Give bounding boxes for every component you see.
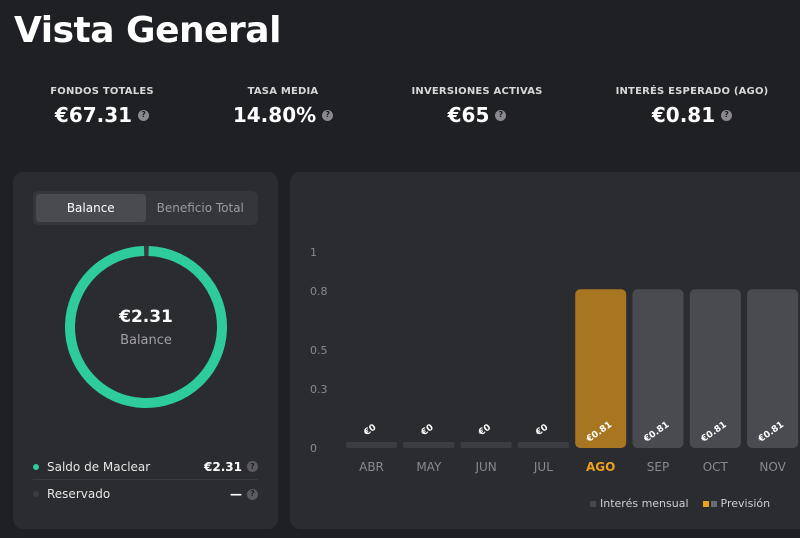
x-tick-label: MAY bbox=[416, 460, 442, 474]
stat-label: TASA MEDIA bbox=[247, 86, 319, 97]
balance-toggle: Balance Beneficio Total bbox=[33, 191, 258, 225]
help-icon[interactable]: ? bbox=[247, 461, 258, 472]
x-tick-label: ABR bbox=[359, 460, 384, 474]
x-tick-label: SEP bbox=[647, 460, 669, 474]
stat-active-investments: INVERSIONES ACTIVAS €65 ? bbox=[377, 86, 577, 127]
stat-label: INTERÉS ESPERADO (AGO) bbox=[615, 86, 769, 97]
stat-value: €67.31 bbox=[54, 103, 133, 127]
chart-legend: Interés mensual Previsión bbox=[590, 497, 770, 510]
y-tick-label: 0.5 bbox=[310, 344, 328, 357]
help-icon[interactable]: ? bbox=[322, 109, 334, 121]
legend-swatch bbox=[710, 500, 717, 507]
legend-dot bbox=[33, 463, 39, 470]
bar-sep[interactable] bbox=[632, 289, 684, 448]
ring-value: €2.31 bbox=[119, 306, 173, 327]
bar-jun[interactable] bbox=[460, 442, 512, 448]
legend-dot bbox=[33, 491, 39, 497]
help-icon[interactable]: ? bbox=[495, 109, 507, 121]
balance-ring: €2.31 Balance bbox=[61, 242, 231, 412]
help-icon[interactable]: ? bbox=[247, 488, 258, 500]
bar-data-label: €0 bbox=[533, 423, 550, 439]
y-tick-label: 0 bbox=[310, 442, 317, 455]
interest-chart-card: 0 0.3 0.5 0.8 1 €0 ABR €0 MAY €0 JUN €0 JUL €0.81 AGO €… bbox=[290, 172, 800, 529]
bar-data-label: €0 bbox=[362, 423, 379, 439]
stat-value: 14.80% bbox=[232, 103, 317, 127]
stat-label: FONDOS TOTALES bbox=[50, 86, 154, 97]
bar-data-label: €0 bbox=[476, 423, 493, 439]
page-title: Vista General bbox=[14, 10, 281, 51]
stat-label: INVERSIONES ACTIVAS bbox=[411, 86, 543, 97]
balance-card: Balance Beneficio Total €2.31 Balance Sa… bbox=[13, 172, 278, 529]
interest-bar-chart: 00.30.50.81€0ABR€0MAY€0JUN€0JUL€0.81AGO€… bbox=[310, 246, 799, 474]
ring-label: Balance bbox=[120, 332, 172, 348]
stat-value: €65 bbox=[447, 103, 490, 127]
legend-label: Interés mensual bbox=[600, 497, 689, 510]
legend-value: — bbox=[230, 487, 242, 501]
tab-total-profit[interactable]: Beneficio Total bbox=[146, 194, 256, 222]
bar-data-label: €0 bbox=[419, 423, 436, 439]
legend-name: Saldo de Maclear bbox=[47, 459, 151, 474]
stat-expected-interest: INTERÉS ESPERADO (AGO) €0.81 ? bbox=[592, 86, 792, 127]
x-tick-label: NOV bbox=[759, 460, 786, 474]
legend-name: Reservado bbox=[47, 487, 111, 501]
y-tick-label: 1 bbox=[310, 246, 317, 259]
bar-jul[interactable] bbox=[517, 442, 569, 448]
bar-may[interactable] bbox=[403, 442, 455, 448]
x-tick-label: AGO bbox=[586, 460, 615, 474]
balance-ring-chart bbox=[64, 246, 227, 408]
legend-item-forecast: Previsión bbox=[702, 497, 771, 510]
stat-average-rate: TASA MEDIA 14.80% ? bbox=[183, 86, 383, 127]
legend-swatch bbox=[702, 500, 709, 507]
x-tick-label: OCT bbox=[703, 460, 729, 474]
legend-value: €2.31 bbox=[204, 459, 242, 474]
legend-row-reserved: Reservado — ? bbox=[33, 481, 258, 507]
y-tick-label: 0.8 bbox=[310, 285, 328, 298]
legend-row-maclear: Saldo de Maclear €2.31 ? bbox=[33, 454, 258, 480]
tab-balance[interactable]: Balance bbox=[36, 194, 146, 222]
bar-oct[interactable] bbox=[689, 289, 741, 448]
help-icon[interactable]: ? bbox=[138, 109, 150, 121]
bar-abr[interactable] bbox=[346, 442, 397, 448]
bar-nov[interactable] bbox=[747, 289, 799, 448]
stat-total-funds: FONDOS TOTALES €67.31 ? bbox=[2, 86, 202, 127]
legend-label: Previsión bbox=[720, 497, 771, 510]
legend-swatch bbox=[590, 500, 596, 507]
legend-item-monthly: Interés mensual bbox=[590, 497, 689, 510]
bar-ago[interactable] bbox=[575, 289, 627, 448]
x-tick-label: JUN bbox=[474, 460, 496, 474]
stat-value: €0.81 bbox=[651, 103, 716, 127]
x-tick-label: JUL bbox=[533, 460, 553, 474]
y-tick-label: 0.3 bbox=[310, 383, 328, 396]
ring-arc bbox=[64, 246, 227, 408]
help-icon[interactable]: ? bbox=[721, 109, 733, 121]
stats-row: FONDOS TOTALES €67.31 ? TASA MEDIA 14.80… bbox=[0, 86, 800, 136]
